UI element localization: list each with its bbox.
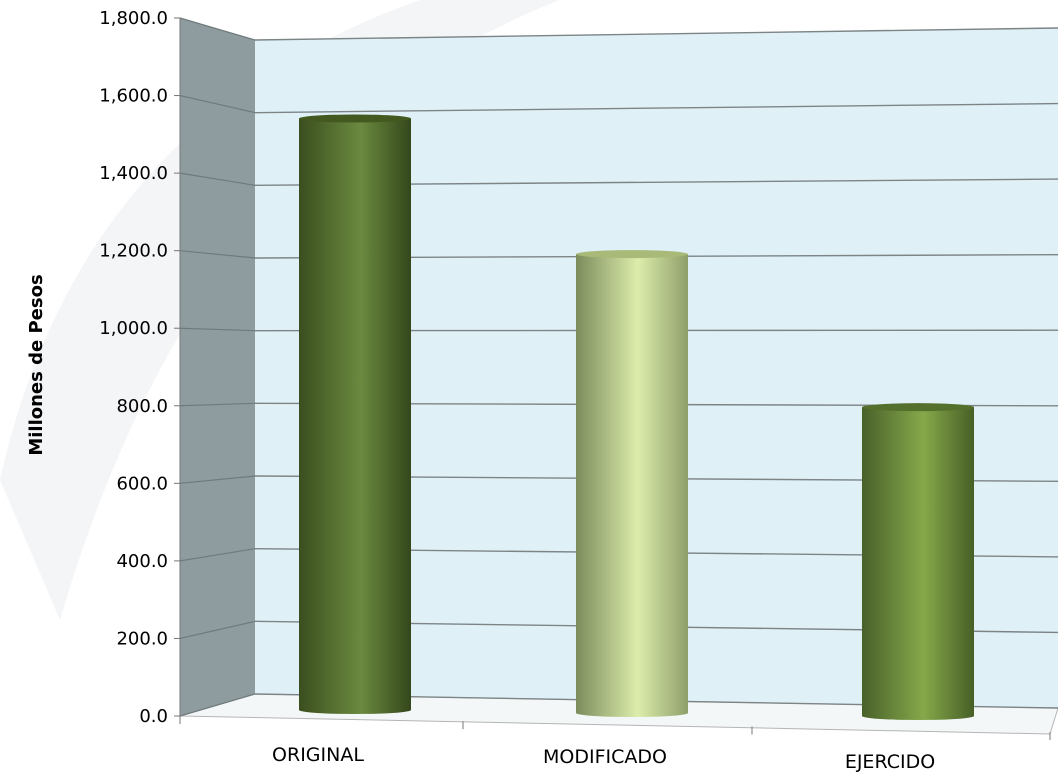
bar-base xyxy=(862,712,974,720)
bar-base xyxy=(576,709,688,717)
bar-top xyxy=(576,250,688,259)
gridline-side xyxy=(179,17,256,41)
y-tick-label: 600.0 xyxy=(116,473,168,494)
gridline-side xyxy=(179,402,256,407)
gridline-side xyxy=(179,94,256,114)
y-tick-label: 0.0 xyxy=(139,706,168,727)
bar-body xyxy=(299,118,411,710)
x-tick-label: MODIFICADO xyxy=(543,746,667,768)
y-tick-label: 1,800.0 xyxy=(99,8,168,29)
y-tick-label: 800.0 xyxy=(116,396,168,417)
x-tick-label: EJERCIDO xyxy=(845,751,935,773)
gridline-side xyxy=(179,172,256,186)
bar xyxy=(576,250,688,717)
y-tick-label: 1,600.0 xyxy=(99,86,168,107)
gridline-side xyxy=(179,327,256,332)
bar xyxy=(862,403,974,720)
gridline-side xyxy=(179,475,256,484)
y-tick-label: 1,200.0 xyxy=(99,241,168,262)
x-tick-label: ORIGINAL xyxy=(272,744,364,766)
bar-base xyxy=(299,706,411,714)
bar-body xyxy=(862,407,974,716)
gridline-side xyxy=(179,620,256,640)
gridline-side xyxy=(179,693,256,717)
bar-body xyxy=(576,254,688,714)
gridline-side xyxy=(179,250,256,259)
chart-side-wall xyxy=(180,18,255,716)
bars xyxy=(299,114,974,720)
bar xyxy=(299,114,411,714)
bar-top xyxy=(862,403,974,412)
gridline-side xyxy=(179,548,256,562)
gridline xyxy=(254,27,1058,41)
y-tick-label: 1,400.0 xyxy=(99,163,168,184)
bar-top xyxy=(299,114,411,123)
gridline xyxy=(254,102,1058,114)
y-axis: 0.0 200.0 400.0 600.0 800.0 1,000.0 1,200.0 1,4… xyxy=(99,8,1051,740)
y-axis-label: Millones de Pesos xyxy=(26,274,47,455)
y-tick-label: 1,000.0 xyxy=(99,318,168,339)
x-axis-labels: ORIGINAL MODIFICADO EJERCIDO xyxy=(272,744,935,773)
y-tick-label: 400.0 xyxy=(116,551,168,572)
y-tick-label: 200.0 xyxy=(116,628,168,649)
